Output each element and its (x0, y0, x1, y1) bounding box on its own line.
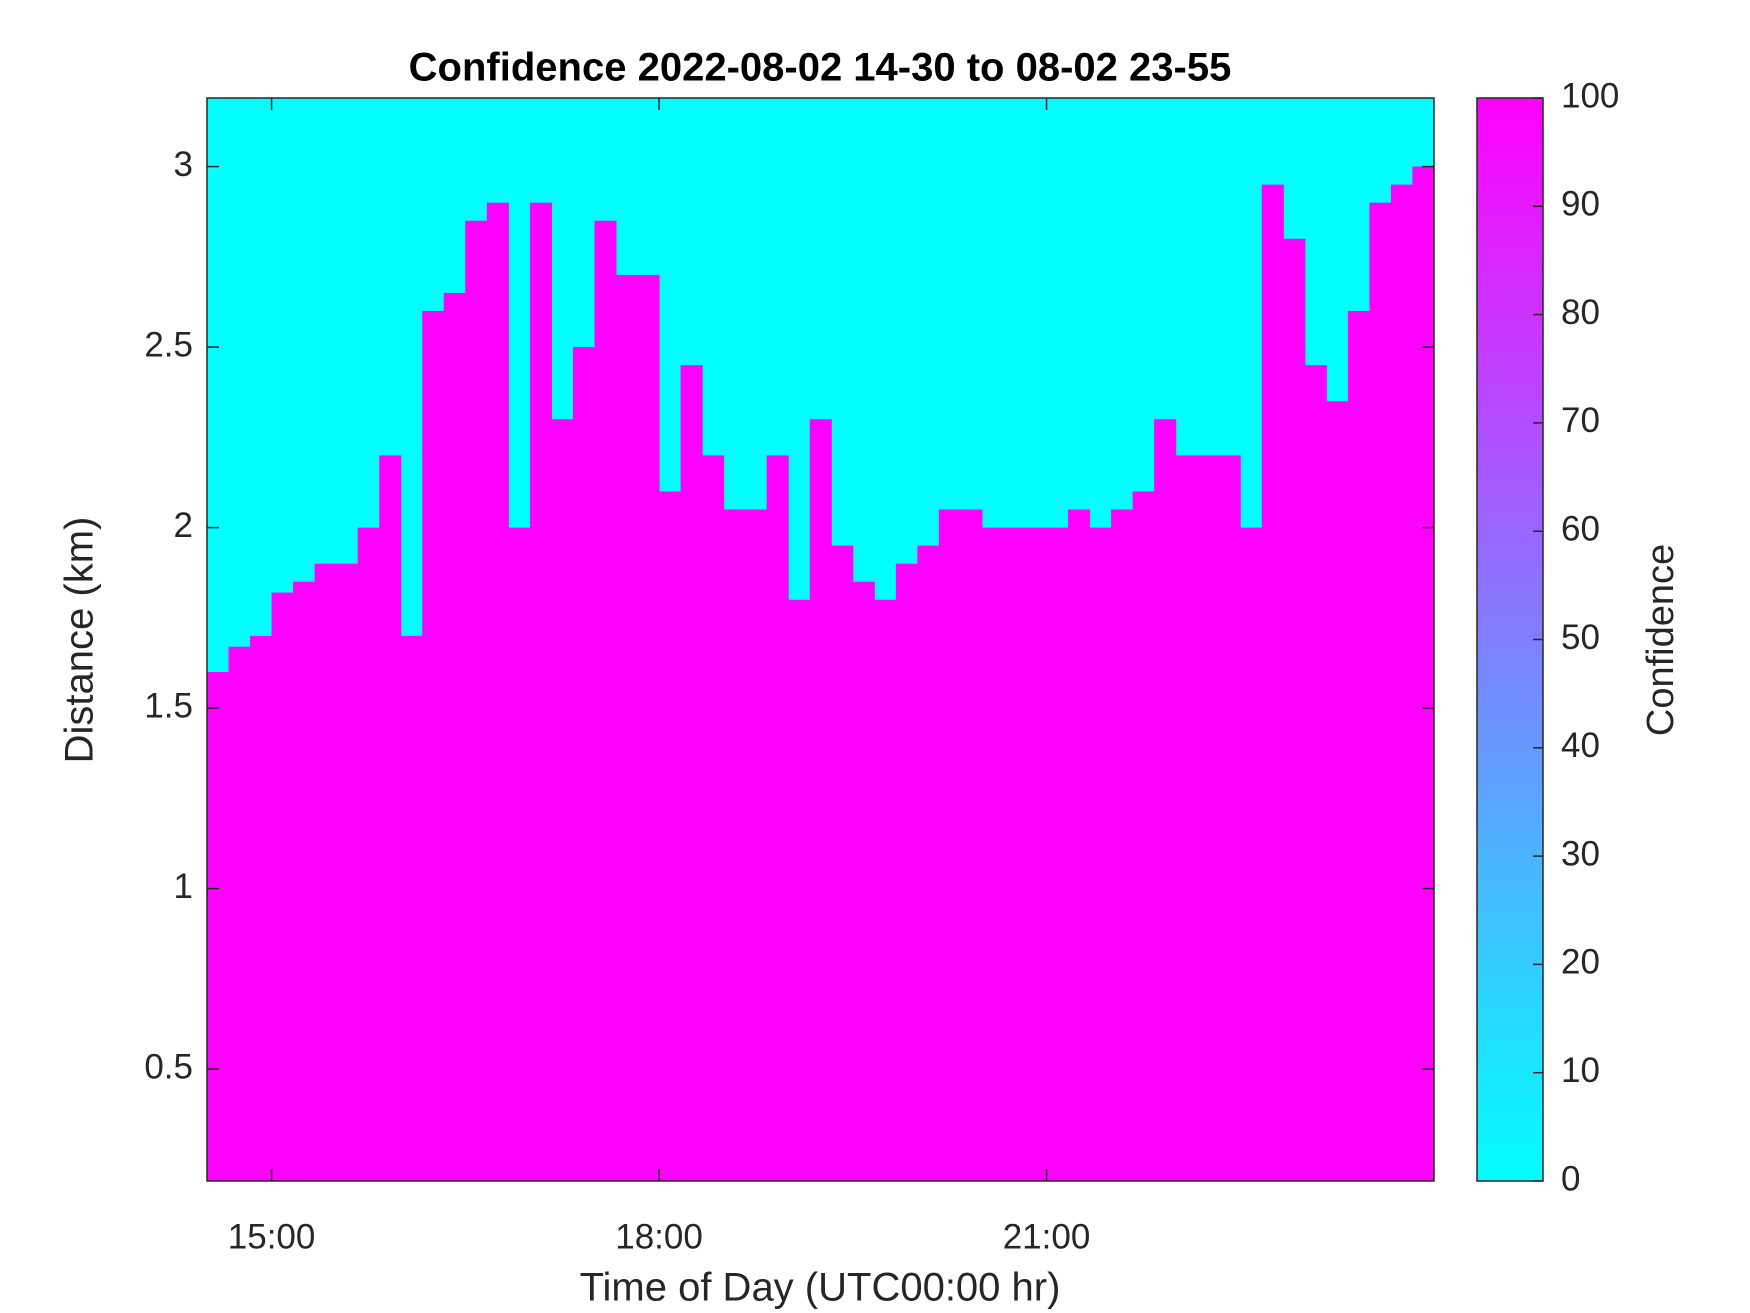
heatmap-cell (1154, 419, 1177, 1181)
colorbar-tick-label: 50 (1561, 618, 1600, 657)
heatmap-cell (1390, 184, 1413, 1181)
heatmap-cell (680, 365, 703, 1181)
heatmap-cell (271, 592, 294, 1181)
heatmap-cell (960, 509, 983, 1181)
y-tick-label: 0.5 (144, 1047, 193, 1086)
heatmap-cell (551, 419, 574, 1181)
heatmap-cell (1068, 509, 1091, 1181)
heatmap-cell (745, 509, 768, 1181)
heatmap-cell (852, 581, 875, 1181)
heatmap-cell (486, 202, 509, 1181)
heatmap-cell (443, 292, 466, 1181)
heatmap-cell (465, 220, 488, 1182)
heatmap-cell (1283, 238, 1306, 1182)
y-axis-label: Distance (km) (58, 517, 102, 764)
heatmap-cell (1111, 509, 1134, 1181)
colorbar-tick-label: 30 (1561, 834, 1600, 873)
colorbar-tick-label: 10 (1561, 1051, 1600, 1090)
heatmap-cell (1046, 527, 1069, 1181)
heatmap-cell (1089, 527, 1112, 1181)
heatmap-cell (1025, 527, 1048, 1181)
heatmap-cell (1304, 365, 1327, 1181)
y-tick-label: 1 (174, 867, 193, 906)
heatmap-cell (422, 310, 445, 1181)
colorbar-tick-label: 60 (1561, 509, 1600, 548)
heatmap-cell (314, 563, 337, 1181)
heatmap-cell (1369, 202, 1392, 1181)
colorbar-tick-label: 20 (1561, 943, 1600, 982)
heatmap-cell (336, 563, 359, 1181)
chart-title: Confidence 2022-08-02 14-30 to 08-02 23-… (409, 46, 1232, 90)
heatmap-cell (702, 455, 725, 1181)
plot-frame (206, 97, 1435, 1182)
x-tick-label: 21:00 (1003, 1217, 1091, 1256)
colorbar-tick-label: 80 (1561, 293, 1600, 332)
heatmap-cell (809, 419, 832, 1181)
colorbar-tick-label: 40 (1561, 726, 1600, 765)
heatmap-cell (594, 220, 617, 1182)
heatmap-cell (1347, 310, 1370, 1181)
heatmap-cell (895, 563, 918, 1181)
x-tick-label: 18:00 (615, 1217, 703, 1256)
heatmap-cell (400, 635, 423, 1181)
heatmap-cell (1412, 166, 1435, 1182)
heatmap-cell (637, 274, 660, 1181)
heatmap-cell (293, 581, 316, 1181)
heatmap-cell (1218, 455, 1241, 1181)
heatmap-cell (228, 646, 251, 1181)
heatmap-cell (529, 202, 552, 1181)
heatmap-cell (917, 545, 940, 1181)
heatmap-cell (1326, 401, 1349, 1181)
colorbar-tick-label: 0 (1561, 1159, 1580, 1198)
heatmap-cell (766, 455, 789, 1181)
heatmap-cell (1175, 455, 1198, 1181)
heatmap-cell (981, 527, 1004, 1181)
y-tick-label: 1.5 (144, 686, 193, 725)
heatmap-cell (207, 671, 230, 1181)
heatmap-cell (1240, 527, 1263, 1181)
colorbar (1476, 97, 1544, 1182)
heatmap-cell (874, 599, 897, 1181)
heatmap-cell (572, 347, 595, 1182)
colorbar-label: Confidence (1640, 544, 1682, 736)
colorbar-tick-label: 90 (1561, 185, 1600, 224)
heatmap-cell (250, 635, 273, 1181)
heatmap-cell (659, 491, 682, 1181)
x-axis-label: Time of Day (UTC00:00 hr) (580, 1266, 1061, 1310)
heatmap-cell (723, 509, 746, 1181)
heatmap-cell (508, 527, 531, 1181)
heatmap-cell (938, 509, 961, 1181)
heatmap-cell (1132, 491, 1155, 1181)
y-tick-label: 2.5 (144, 325, 193, 364)
heatmap-cell (1003, 527, 1026, 1181)
heatmap-cell (788, 599, 811, 1181)
heatmap-cell (831, 545, 854, 1181)
y-tick-label: 3 (174, 145, 193, 184)
heatmap-cell (379, 455, 402, 1181)
heatmap-cell (357, 527, 380, 1181)
heatmap-cell (1197, 455, 1220, 1181)
y-tick-label: 2 (174, 506, 193, 545)
x-tick-label: 15:00 (228, 1217, 316, 1256)
colorbar-tick-label: 100 (1561, 76, 1619, 115)
colorbar-tick-label: 70 (1561, 401, 1600, 440)
heatmap-cell (616, 274, 639, 1181)
heatmap-cell (1261, 184, 1284, 1181)
